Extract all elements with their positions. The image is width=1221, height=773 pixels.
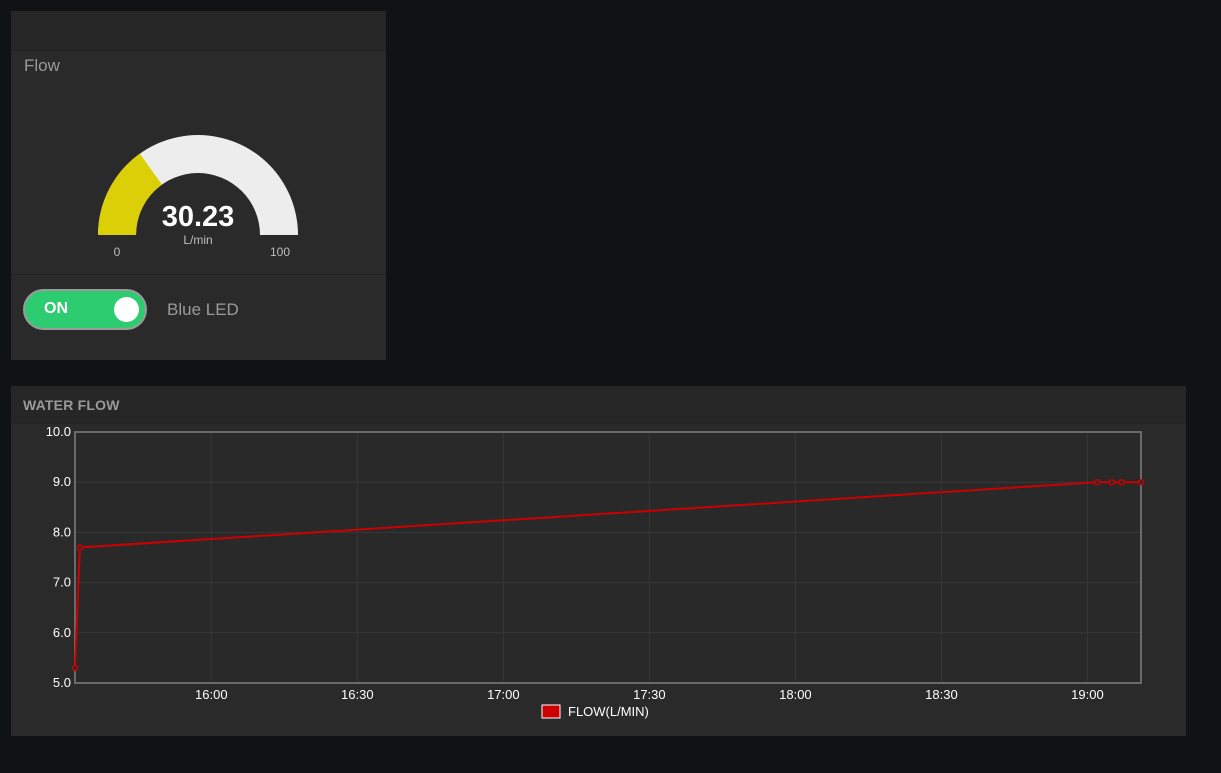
gauge-track — [98, 135, 298, 235]
gauge-fill — [98, 153, 162, 235]
x-tick-label: 19:00 — [1071, 687, 1104, 702]
flow-title: Flow — [24, 56, 60, 75]
gauge-max-label: 100 — [269, 245, 291, 259]
gauge-min-label: 0 — [113, 245, 121, 259]
data-point — [1093, 478, 1101, 486]
toggle-name: Blue LED — [167, 300, 239, 319]
data-point — [1108, 478, 1116, 486]
card-divider — [11, 274, 386, 275]
data-point — [1137, 478, 1145, 486]
y-tick-label: 10.0 — [46, 424, 71, 439]
gauge-value: 30.23 — [161, 201, 235, 233]
chart-card-header: WATER FLOW — [11, 386, 1186, 424]
blue-led-toggle[interactable]: ON — [23, 289, 147, 330]
y-tick-label: 8.0 — [53, 524, 71, 539]
data-point — [76, 544, 84, 551]
x-tick-label: 18:00 — [779, 687, 812, 702]
y-tick-label: 6.0 — [53, 625, 71, 640]
gauge-svg — [98, 135, 298, 235]
y-tick-label: 5.0 — [53, 675, 71, 690]
data-point — [71, 664, 79, 672]
chart-title: WATER FLOW — [23, 397, 120, 413]
x-tick-label: 18:30 — [925, 687, 958, 702]
water-flow-chart: 5.0 6.0 7.0 8.0 9.0 10.0 16:00 16:30 17:00 17:30 1… — [46, 424, 1145, 719]
flow-gauge: 30.23 L/min 0 100 — [11, 11, 386, 271]
flow-card: Flow 30.23 L/min 0 100 ON Blue LED — [11, 11, 386, 360]
x-tick-label: 17:30 — [633, 687, 666, 702]
x-tick-label: 17:00 — [487, 687, 520, 702]
x-tick-label: 16:30 — [341, 687, 374, 702]
flow-card-header — [11, 11, 386, 51]
gauge-unit: L/min — [183, 233, 213, 247]
toggle-knob — [114, 297, 139, 322]
legend-swatch — [541, 704, 561, 719]
y-tick-label: 7.0 — [53, 575, 71, 590]
y-tick-label: 9.0 — [53, 474, 71, 489]
data-point — [1118, 478, 1125, 486]
toggle-state-label: ON — [44, 300, 68, 317]
legend-label: FLOW(L/MIN) — [568, 704, 649, 719]
plot-area — [75, 432, 1141, 683]
x-tick-label: 16:00 — [195, 687, 228, 702]
plot-border — [74, 431, 1142, 684]
water-flow-chart-card: WATER FLOW 5.0 6.0 7.0 8.0 9.0 10.0 16:00 16:30… — [11, 386, 1186, 736]
